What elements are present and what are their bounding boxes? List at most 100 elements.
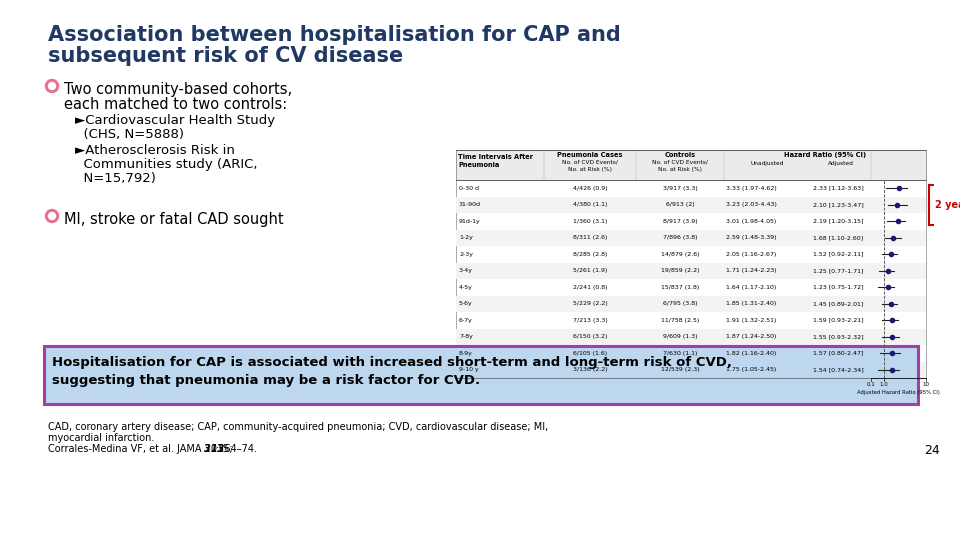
- Text: Association between hospitalisation for CAP and: Association between hospitalisation for …: [48, 25, 621, 45]
- Text: 2.19 [1.20-3.15]: 2.19 [1.20-3.15]: [813, 219, 863, 224]
- Text: 1.0: 1.0: [879, 382, 888, 387]
- Text: 1.64 (1.17-2.10): 1.64 (1.17-2.10): [726, 285, 777, 290]
- Text: 1.68 [1.10-2.60]: 1.68 [1.10-2.60]: [813, 235, 863, 240]
- Text: 1.87 (1.24-2.50): 1.87 (1.24-2.50): [726, 334, 777, 339]
- Text: 2.05 (1.16-2.67): 2.05 (1.16-2.67): [726, 252, 777, 256]
- Text: Unadjusted: Unadjusted: [751, 161, 784, 166]
- Text: 1.59 [0.93-2.21]: 1.59 [0.93-2.21]: [813, 318, 864, 323]
- Text: 1.54 [0.74-2.34]: 1.54 [0.74-2.34]: [813, 367, 864, 372]
- Text: 1/360 (3.1): 1/360 (3.1): [573, 219, 607, 224]
- Text: 8/285 (2.8): 8/285 (2.8): [573, 252, 607, 256]
- Text: N=15,792): N=15,792): [75, 172, 156, 185]
- Text: Hazard Ratio (95% CI): Hazard Ratio (95% CI): [784, 152, 866, 158]
- Text: Corrales-Medina VF, et al. JAMA 2015;: Corrales-Medina VF, et al. JAMA 2015;: [48, 444, 232, 454]
- Text: 5-6y: 5-6y: [459, 301, 472, 306]
- Text: 4/426 (0.9): 4/426 (0.9): [573, 186, 608, 191]
- Circle shape: [45, 79, 59, 92]
- FancyBboxPatch shape: [456, 262, 926, 279]
- Text: ►Atherosclerosis Risk in: ►Atherosclerosis Risk in: [75, 144, 235, 157]
- Circle shape: [45, 210, 59, 222]
- Text: Pneumonia Cases: Pneumonia Cases: [557, 152, 623, 158]
- Text: 12/539 (2.3): 12/539 (2.3): [660, 367, 699, 372]
- Text: No. at Risk (%): No. at Risk (%): [658, 167, 702, 172]
- Text: Adjusted Hazard Ratio (95% CI): Adjusted Hazard Ratio (95% CI): [857, 390, 940, 395]
- Text: Hospitalisation for CAP is associated with increased short-term and long-term ri: Hospitalisation for CAP is associated wi…: [52, 356, 732, 369]
- Text: 8-9y: 8-9y: [459, 351, 473, 356]
- Text: 5/261 (1.9): 5/261 (1.9): [573, 268, 607, 273]
- Text: 1.23 [0.75-1.72]: 1.23 [0.75-1.72]: [813, 285, 864, 290]
- Text: 3.23 (2.03-4.43): 3.23 (2.03-4.43): [726, 202, 777, 207]
- Text: suggesting that pneumonia may be a risk factor for CVD.: suggesting that pneumonia may be a risk …: [52, 374, 480, 387]
- Text: 8/917 (3.9): 8/917 (3.9): [662, 219, 697, 224]
- Text: No. at Risk (%): No. at Risk (%): [568, 167, 612, 172]
- Text: 9-10 y: 9-10 y: [459, 367, 479, 372]
- Text: 6-7y: 6-7y: [459, 318, 473, 323]
- Text: 1.25 [0.77-1.71]: 1.25 [0.77-1.71]: [813, 268, 863, 273]
- Text: 5/229 (2.2): 5/229 (2.2): [572, 301, 608, 306]
- Text: 2.10 [1.23-3.47]: 2.10 [1.23-3.47]: [813, 202, 864, 207]
- Text: CAD, coronary artery disease; CAP, community-acquired pneumonia; CVD, cardiovasc: CAD, coronary artery disease; CAP, commu…: [48, 422, 548, 432]
- Text: Two community-based cohorts,: Two community-based cohorts,: [64, 82, 292, 97]
- Text: 1-2y: 1-2y: [459, 235, 473, 240]
- Text: 1.71 (1.24-2.23): 1.71 (1.24-2.23): [726, 268, 777, 273]
- Text: 7-8y: 7-8y: [459, 334, 473, 339]
- Text: 8/311 (2.6): 8/311 (2.6): [573, 235, 607, 240]
- Text: 1.82 (1.16-2.40): 1.82 (1.16-2.40): [726, 351, 777, 356]
- Text: 3.01 (1.98-4.05): 3.01 (1.98-4.05): [726, 219, 777, 224]
- Text: 2.33 [1.12-3.63]: 2.33 [1.12-3.63]: [813, 186, 864, 191]
- Text: :264–74.: :264–74.: [216, 444, 258, 454]
- Text: 24: 24: [924, 444, 940, 457]
- Text: 2-3y: 2-3y: [459, 252, 473, 256]
- Text: 6/105 (1.6): 6/105 (1.6): [573, 351, 607, 356]
- Text: 0-30 d: 0-30 d: [459, 186, 479, 191]
- Text: 1.57 [0.80-2.47]: 1.57 [0.80-2.47]: [813, 351, 863, 356]
- Text: ►Cardiovascular Health Study: ►Cardiovascular Health Study: [75, 114, 276, 127]
- Text: Controls: Controls: [664, 152, 696, 158]
- FancyBboxPatch shape: [456, 150, 926, 180]
- Text: 0.1: 0.1: [867, 382, 876, 387]
- Text: 2 years: 2 years: [935, 200, 960, 210]
- FancyBboxPatch shape: [456, 197, 926, 213]
- Text: 2.59 (1.48-3.39): 2.59 (1.48-3.39): [726, 235, 777, 240]
- Text: 2/241 (0.8): 2/241 (0.8): [573, 285, 608, 290]
- Text: 4/380 (1.1): 4/380 (1.1): [573, 202, 607, 207]
- Text: myocardial infarction.: myocardial infarction.: [48, 433, 155, 443]
- FancyBboxPatch shape: [456, 328, 926, 345]
- Text: Adjusted: Adjusted: [828, 161, 854, 166]
- Text: 1.45 [0.89-2.01]: 1.45 [0.89-2.01]: [813, 301, 863, 306]
- Text: 1.85 (1.31-2.40): 1.85 (1.31-2.40): [726, 301, 777, 306]
- Text: 1.55 [0.93-2.32]: 1.55 [0.93-2.32]: [813, 334, 864, 339]
- Text: 91d-1y: 91d-1y: [459, 219, 481, 224]
- Text: Communities study (ARIC,: Communities study (ARIC,: [75, 158, 257, 171]
- Text: 313: 313: [204, 444, 225, 454]
- Text: 14/879 (2.6): 14/879 (2.6): [660, 252, 699, 256]
- Text: Time Intervals After: Time Intervals After: [458, 154, 533, 160]
- Text: Pneumonia: Pneumonia: [458, 162, 499, 168]
- Text: 6/150 (3.2): 6/150 (3.2): [573, 334, 607, 339]
- Text: 7/896 (3.8): 7/896 (3.8): [662, 235, 697, 240]
- Text: 7/630 (1.1): 7/630 (1.1): [662, 351, 697, 356]
- Text: 10: 10: [923, 382, 929, 387]
- Circle shape: [49, 213, 56, 219]
- Text: 3/917 (3.3): 3/917 (3.3): [662, 186, 697, 191]
- Text: 9/609 (1.3): 9/609 (1.3): [662, 334, 697, 339]
- Text: 3.33 (1.97-4.62): 3.33 (1.97-4.62): [726, 186, 777, 191]
- Text: each matched to two controls:: each matched to two controls:: [64, 97, 287, 112]
- FancyBboxPatch shape: [456, 230, 926, 246]
- Text: subsequent risk of CV disease: subsequent risk of CV disease: [48, 46, 403, 66]
- FancyBboxPatch shape: [456, 150, 926, 378]
- Text: 3-4y: 3-4y: [459, 268, 473, 273]
- Text: 11/758 (2.5): 11/758 (2.5): [660, 318, 699, 323]
- Text: 31-90d: 31-90d: [459, 202, 481, 207]
- Text: 1.75 (1.05-2.45): 1.75 (1.05-2.45): [726, 367, 777, 372]
- Text: 6/913 (2): 6/913 (2): [665, 202, 694, 207]
- Text: 19/859 (2.2): 19/859 (2.2): [660, 268, 699, 273]
- Text: 15/837 (1.8): 15/837 (1.8): [660, 285, 699, 290]
- Text: (CHS, N=5888): (CHS, N=5888): [75, 128, 184, 141]
- Circle shape: [49, 83, 56, 90]
- Text: No. of CVD Events/: No. of CVD Events/: [562, 160, 618, 165]
- Text: 4-5y: 4-5y: [459, 285, 473, 290]
- Text: No. of CVD Events/: No. of CVD Events/: [652, 160, 708, 165]
- FancyBboxPatch shape: [44, 346, 918, 404]
- Text: 1.52 [0.92-2.11]: 1.52 [0.92-2.11]: [813, 252, 863, 256]
